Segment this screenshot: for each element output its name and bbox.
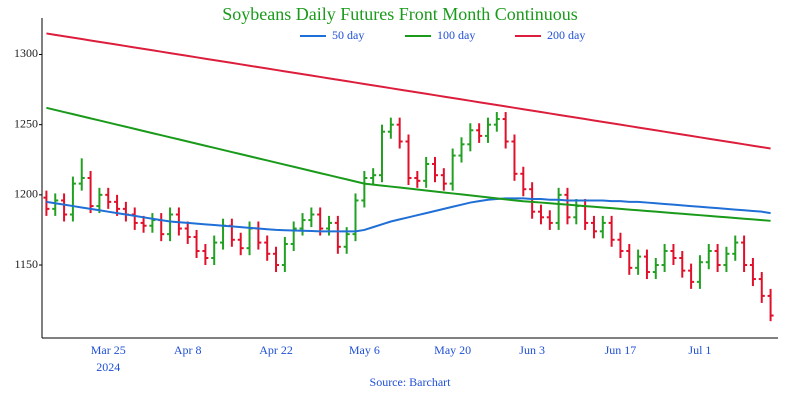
x-tick-label: Apr 22 xyxy=(259,343,293,357)
x-tick-label: Jun 17 xyxy=(605,343,637,357)
moving-average-line xyxy=(46,32,771,150)
legend-label: 200 day xyxy=(547,28,585,42)
x-tick-label: Jul 1 xyxy=(688,343,711,357)
y-tick-label: 1200 xyxy=(14,187,38,201)
x-year-label: 2024 xyxy=(96,360,120,374)
moving-average-line xyxy=(46,197,771,233)
chart-title: Soybeans Daily Futures Front Month Conti… xyxy=(222,4,578,24)
x-tick-label: May 6 xyxy=(349,343,380,357)
y-tick-label: 1300 xyxy=(14,46,38,60)
x-tick-label: Apr 8 xyxy=(174,343,202,357)
y-tick-label: 1250 xyxy=(14,116,38,130)
x-tick-label: May 20 xyxy=(434,343,471,357)
legend-label: 100 day xyxy=(437,28,475,42)
x-tick-label: Jun 3 xyxy=(519,343,545,357)
x-tick-label: Mar 25 xyxy=(91,343,126,357)
moving-average-line xyxy=(46,106,771,222)
source-note: Source: Barchart xyxy=(370,375,452,389)
y-tick-label: 1150 xyxy=(14,257,38,271)
legend-label: 50 day xyxy=(332,28,364,42)
